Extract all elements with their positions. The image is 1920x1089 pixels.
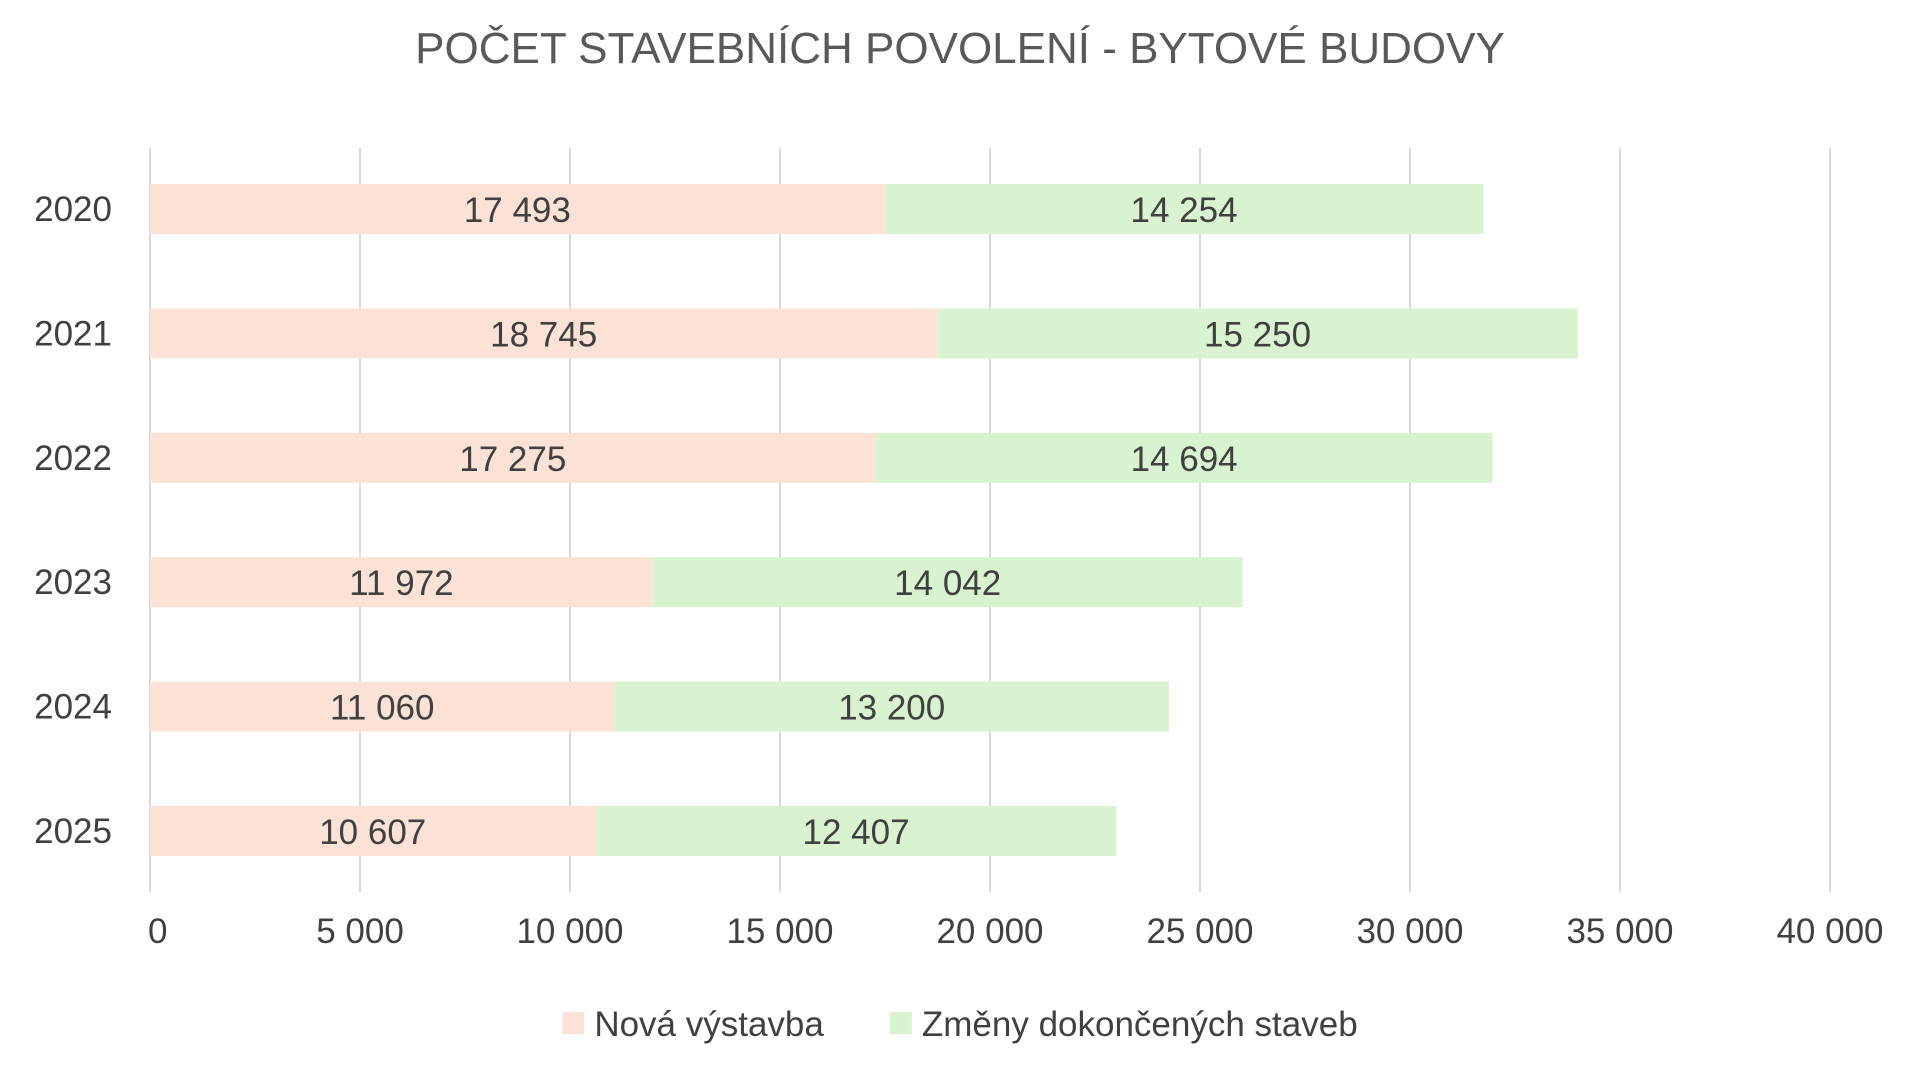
bar-series-1-2025	[150, 806, 596, 856]
bar-series-1-2024	[150, 681, 615, 732]
data-label: 11 972	[349, 564, 453, 603]
data-label: 18 745	[490, 315, 597, 354]
bar-series-2-2025	[595, 806, 1117, 856]
legend-label-1: Nová výstavba	[594, 1005, 824, 1044]
data-label: 14 694	[1131, 440, 1238, 479]
value-axis: 0 5 000 10 000 15 000 20 000 25 000 30 000 35 0…	[148, 912, 1884, 951]
category-label: 2020	[34, 190, 112, 229]
category-label: 2021	[34, 314, 112, 353]
bar-series-2-2024	[614, 681, 1169, 732]
bar-series-2-2020	[884, 184, 1484, 234]
data-label: 15 250	[1204, 315, 1311, 354]
x-tick-label: 20 000	[936, 912, 1043, 951]
data-label: 17 493	[464, 191, 571, 230]
gridlines	[149, 148, 1831, 892]
x-tick-label: 25 000	[1146, 912, 1253, 951]
category-label: 2024	[34, 688, 112, 727]
bar-series-1-2021	[150, 308, 938, 359]
chart-title: POČET STAVEBNÍCH POVOLENÍ - BYTOVÉ BUDOV…	[415, 23, 1505, 73]
x-tick-label: 10 000	[516, 912, 623, 951]
x-tick-label: 35 000	[1566, 912, 1673, 951]
bars	[150, 184, 1578, 856]
category-axis: 2020 2021 2022 2023 2024 2025	[34, 190, 112, 851]
x-tick-label: 5 000	[316, 912, 404, 951]
bar-series-1-2020	[150, 184, 885, 234]
category-label: 2022	[34, 439, 112, 478]
bar-series-2-2022	[875, 432, 1493, 483]
x-tick-label: 0	[148, 912, 167, 951]
x-tick-label: 30 000	[1356, 912, 1463, 951]
legend-swatch-1	[562, 1012, 585, 1034]
data-label: 17 275	[459, 440, 566, 479]
x-tick-label: 40 000	[1776, 912, 1883, 951]
data-label: 11 060	[330, 689, 434, 728]
bar-series-1-2022	[150, 432, 876, 483]
bar-series-2-2021	[937, 308, 1578, 359]
legend-swatch-2	[889, 1012, 912, 1034]
legend: Nová výstavba Změny dokončených staveb	[562, 1005, 1358, 1044]
category-label: 2023	[34, 563, 112, 602]
data-label: 10 607	[319, 813, 426, 852]
bar-series-2-2023	[652, 557, 1243, 608]
data-labels: 17 493 14 254 18 745 15 250 17 275 14 694 11 9…	[319, 191, 1311, 852]
data-label: 12 407	[803, 813, 910, 852]
x-tick-label: 15 000	[726, 912, 833, 951]
bar-series-1-2023	[150, 557, 653, 608]
data-label: 13 200	[838, 689, 945, 728]
category-label: 2025	[34, 812, 112, 851]
legend-label-2: Změny dokončených staveb	[922, 1005, 1358, 1044]
data-label: 14 042	[894, 564, 1001, 603]
data-label: 14 254	[1131, 191, 1238, 230]
